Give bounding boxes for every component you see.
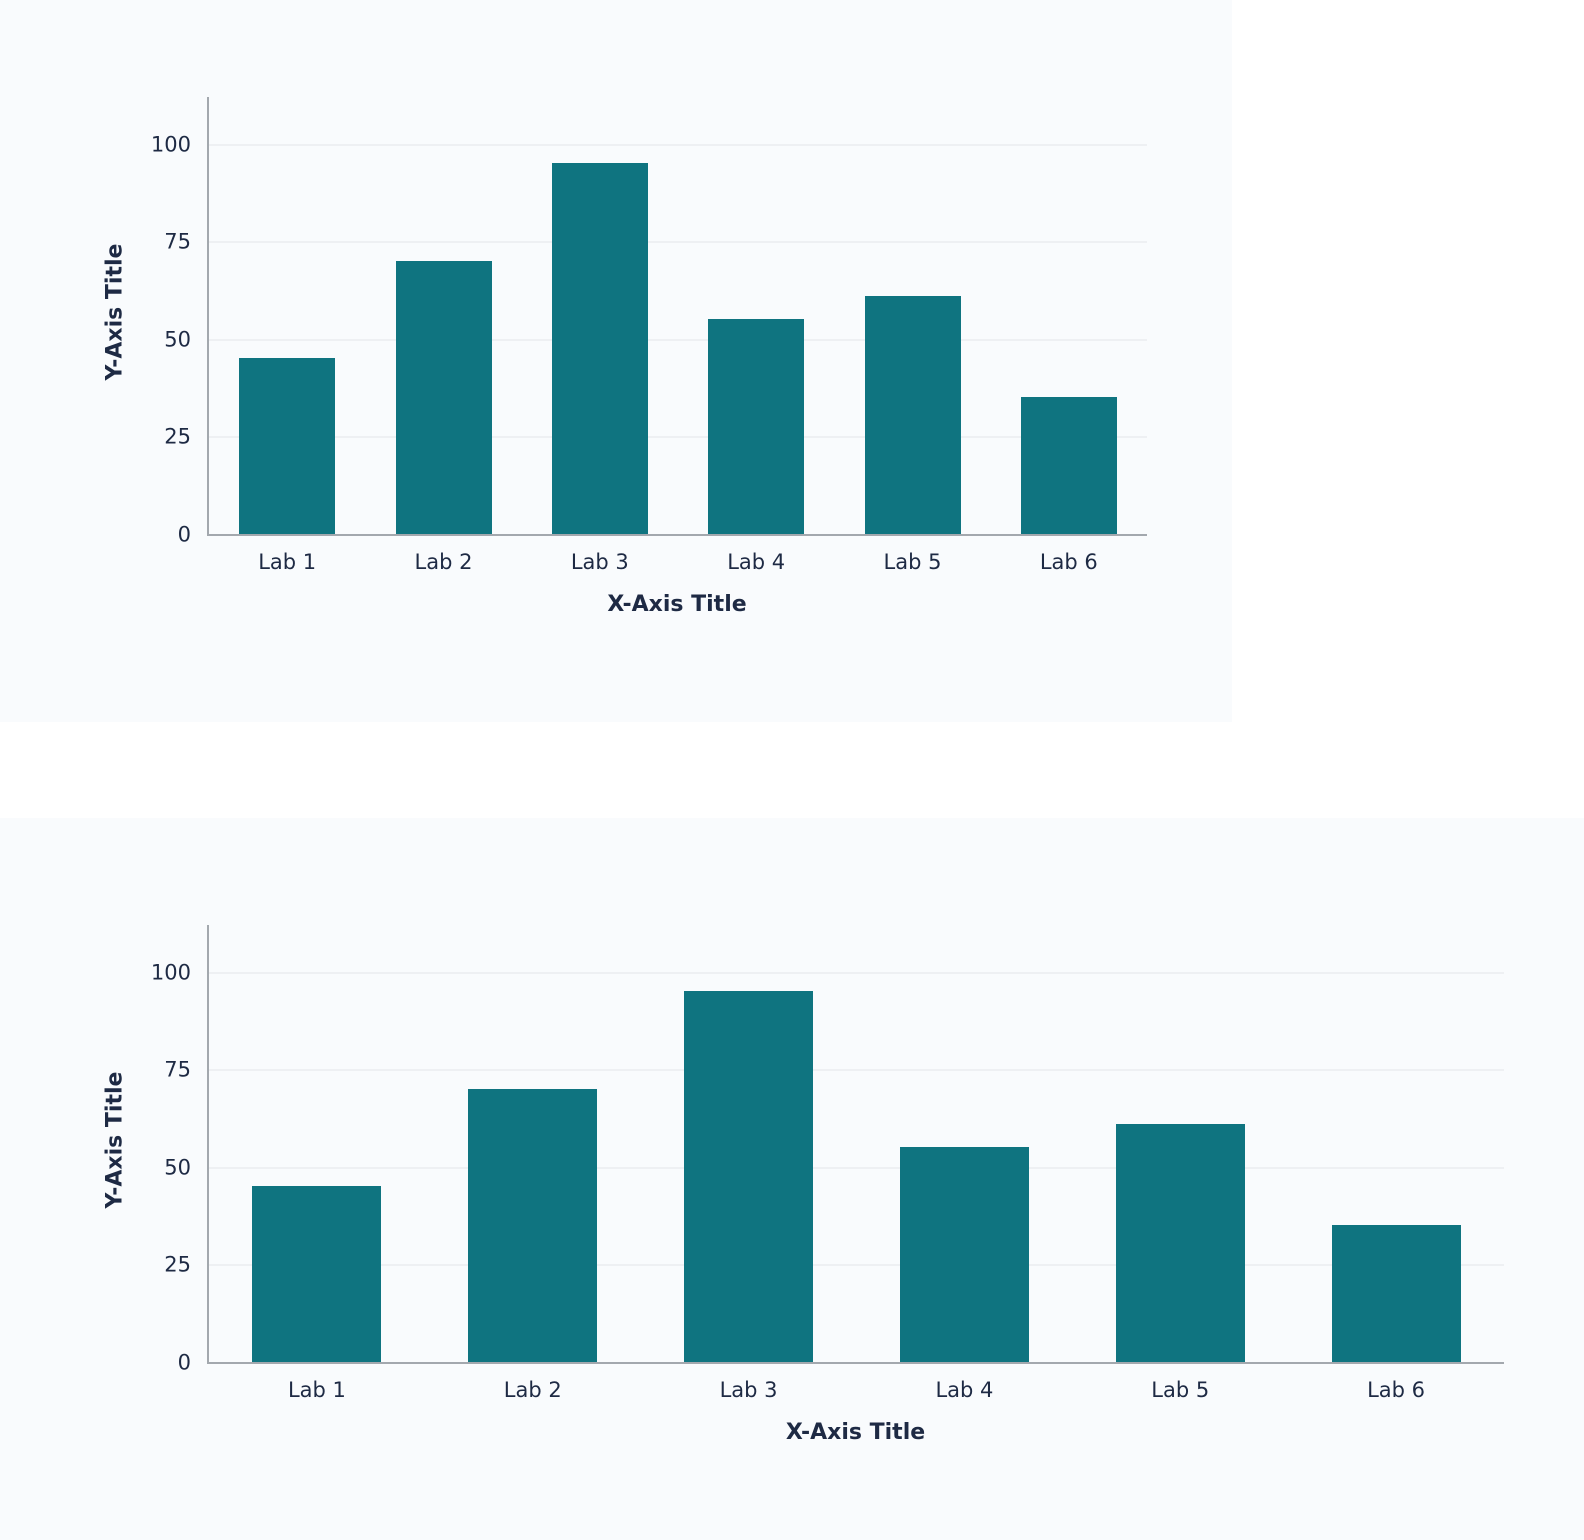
bar-lab-4[interactable] bbox=[899, 1147, 1029, 1362]
x-tick-label: Lab 6 bbox=[1039, 550, 1098, 574]
chart-panel-1: 0 25 50 75 100 Lab 1 Lab 2 Lab 3 Lab 4 Lab 5 Lab 6… bbox=[0, 0, 1232, 722]
x-axis-title: X-Axis Title bbox=[607, 592, 747, 617]
gridline bbox=[209, 338, 1147, 341]
gridline bbox=[209, 971, 1504, 974]
bar-lab-1[interactable] bbox=[239, 358, 336, 534]
gridline bbox=[209, 143, 1147, 146]
y-axis-title: Y-Axis Title bbox=[102, 243, 128, 380]
y-tick-label: 0 bbox=[177, 522, 191, 547]
y-axis-title: Y-Axis Title bbox=[102, 1071, 128, 1208]
plot-area: 0 25 50 75 100 Lab 1 Lab 2 Lab 3 Lab 4 Lab 5 Lab 6… bbox=[103, 97, 1147, 617]
x-tick-label: Lab 6 bbox=[1367, 1378, 1426, 1402]
bar-lab-4[interactable] bbox=[708, 319, 805, 534]
x-axis-line bbox=[207, 1362, 1504, 1364]
y-tick-label: 25 bbox=[164, 1252, 191, 1277]
bar-lab-3[interactable] bbox=[684, 991, 814, 1362]
y-axis-line bbox=[207, 97, 209, 536]
x-tick-label: Lab 3 bbox=[719, 1378, 778, 1402]
bar-lab-5[interactable] bbox=[864, 296, 961, 534]
x-axis-line bbox=[207, 534, 1147, 536]
y-axis-line bbox=[207, 925, 209, 1364]
bar-lab-6[interactable] bbox=[1020, 397, 1117, 534]
y-tick-label: 75 bbox=[164, 229, 191, 254]
bar-lab-1[interactable] bbox=[252, 1186, 382, 1362]
x-tick-label: Lab 5 bbox=[883, 550, 942, 574]
y-tick-label: 50 bbox=[164, 327, 191, 352]
gridline bbox=[209, 1264, 1504, 1267]
x-tick-label: Lab 2 bbox=[503, 1378, 562, 1402]
bar-lab-6[interactable] bbox=[1331, 1225, 1461, 1362]
gridline bbox=[209, 1069, 1504, 1072]
y-tick-label: 75 bbox=[164, 1057, 191, 1082]
x-tick-label: Lab 4 bbox=[935, 1378, 994, 1402]
gridline bbox=[209, 241, 1147, 244]
gridline bbox=[209, 1166, 1504, 1169]
bar-lab-3[interactable] bbox=[551, 163, 648, 534]
x-tick-label: Lab 2 bbox=[414, 550, 473, 574]
y-tick-label: 25 bbox=[164, 424, 191, 449]
chart-panel-2: 0 25 50 75 100 Lab 1 Lab 2 Lab 3 Lab 4 Lab 5 Lab 6… bbox=[0, 818, 1584, 1540]
x-tick-label: Lab 3 bbox=[570, 550, 629, 574]
y-tick-label: 50 bbox=[164, 1155, 191, 1180]
x-tick-label: Lab 1 bbox=[287, 1378, 346, 1402]
x-axis-title: X-Axis Title bbox=[785, 1420, 926, 1445]
x-tick-label: Lab 4 bbox=[727, 550, 786, 574]
bar-lab-2[interactable] bbox=[468, 1088, 598, 1362]
gridline bbox=[209, 436, 1147, 439]
x-tick-label: Lab 5 bbox=[1151, 1378, 1210, 1402]
bar-lab-5[interactable] bbox=[1115, 1124, 1245, 1362]
bar-lab-2[interactable] bbox=[395, 260, 492, 534]
y-tick-label: 100 bbox=[150, 960, 191, 985]
y-tick-label: 0 bbox=[177, 1350, 191, 1375]
y-tick-label: 100 bbox=[150, 132, 191, 157]
plot-area: 0 25 50 75 100 Lab 1 Lab 2 Lab 3 Lab 4 Lab 5 Lab 6… bbox=[103, 925, 1504, 1445]
x-tick-label: Lab 1 bbox=[258, 550, 317, 574]
